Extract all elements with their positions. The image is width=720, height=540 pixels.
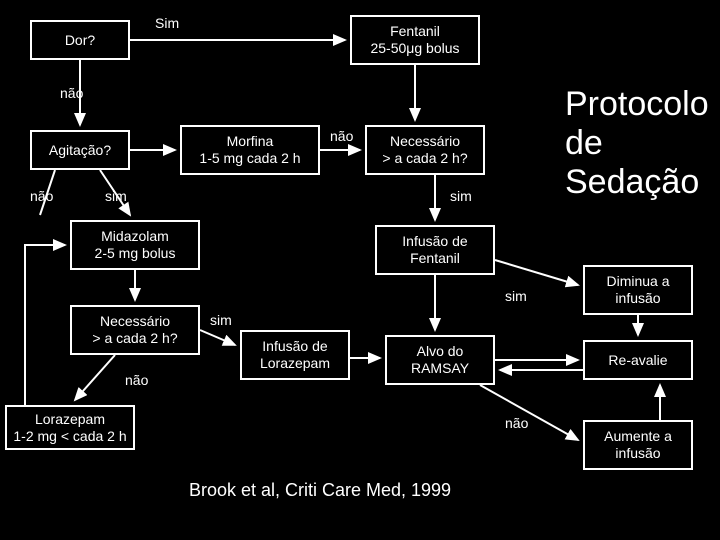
node-dor-text: Dor? [65,32,95,49]
node-morfina-text: Morfina 1-5 mg cada 2 h [199,133,300,167]
node-necessario2: Necessário > a cada 2 h? [70,305,200,355]
node-dor: Dor? [30,20,130,60]
label-sim-necessario2: sim [210,312,232,328]
node-alvo-ramsay: Alvo do RAMSAY [385,335,495,385]
label-sim-dor: Sim [155,15,179,31]
label-sim-infusao-fentanil: sim [505,288,527,304]
node-infusao-fentanil: Infusão de Fentanil [375,225,495,275]
node-reavalie-text: Re-avalie [608,352,667,369]
node-fentanil: Fentanil 25-50μg bolus [350,15,480,65]
node-infusao-fentanil-text: Infusão de Fentanil [402,233,467,267]
node-lorazepam-text: Lorazepam 1-2 mg < cada 2 h [13,411,126,445]
label-nao-morfina: não [330,128,353,144]
node-alvo-ramsay-text: Alvo do RAMSAY [411,343,469,377]
label-nao-dor: não [60,85,83,101]
label-nao-alvo: não [505,415,528,431]
node-aumente-text: Aumente a infusão [604,428,672,462]
node-morfina: Morfina 1-5 mg cada 2 h [180,125,320,175]
node-agitacao-text: Agitação? [49,142,111,159]
node-reavalie: Re-avalie [583,340,693,380]
label-nao-necessario2: não [125,372,148,388]
node-fentanil-text: Fentanil 25-50μg bolus [370,23,459,57]
node-lorazepam: Lorazepam 1-2 mg < cada 2 h [5,405,135,450]
title-text: Protocolo de Sedação [565,85,709,201]
node-agitacao: Agitação? [30,130,130,170]
citation-text: Brook et al, Criti Care Med, 1999 [189,480,451,500]
node-necessario2-text: Necessário > a cada 2 h? [92,313,177,347]
node-midazolam-text: Midazolam 2-5 mg bolus [95,228,176,262]
node-infusao-lorazepam-text: Infusão de Lorazepam [260,338,330,372]
node-infusao-lorazepam: Infusão de Lorazepam [240,330,350,380]
node-necessario1-text: Necessário > a cada 2 h? [382,133,467,167]
citation: Brook et al, Criti Care Med, 1999 [160,480,480,501]
diagram-title: Protocolo de Sedação [565,85,715,202]
node-aumente: Aumente a infusão [583,420,693,470]
label-sim-agitacao: sim [105,188,127,204]
label-nao-agitacao: não [30,188,53,204]
label-sim-necessario1: sim [450,188,472,204]
node-midazolam: Midazolam 2-5 mg bolus [70,220,200,270]
node-necessario1: Necessário > a cada 2 h? [365,125,485,175]
node-diminua: Diminua a infusão [583,265,693,315]
node-diminua-text: Diminua a infusão [606,273,669,307]
